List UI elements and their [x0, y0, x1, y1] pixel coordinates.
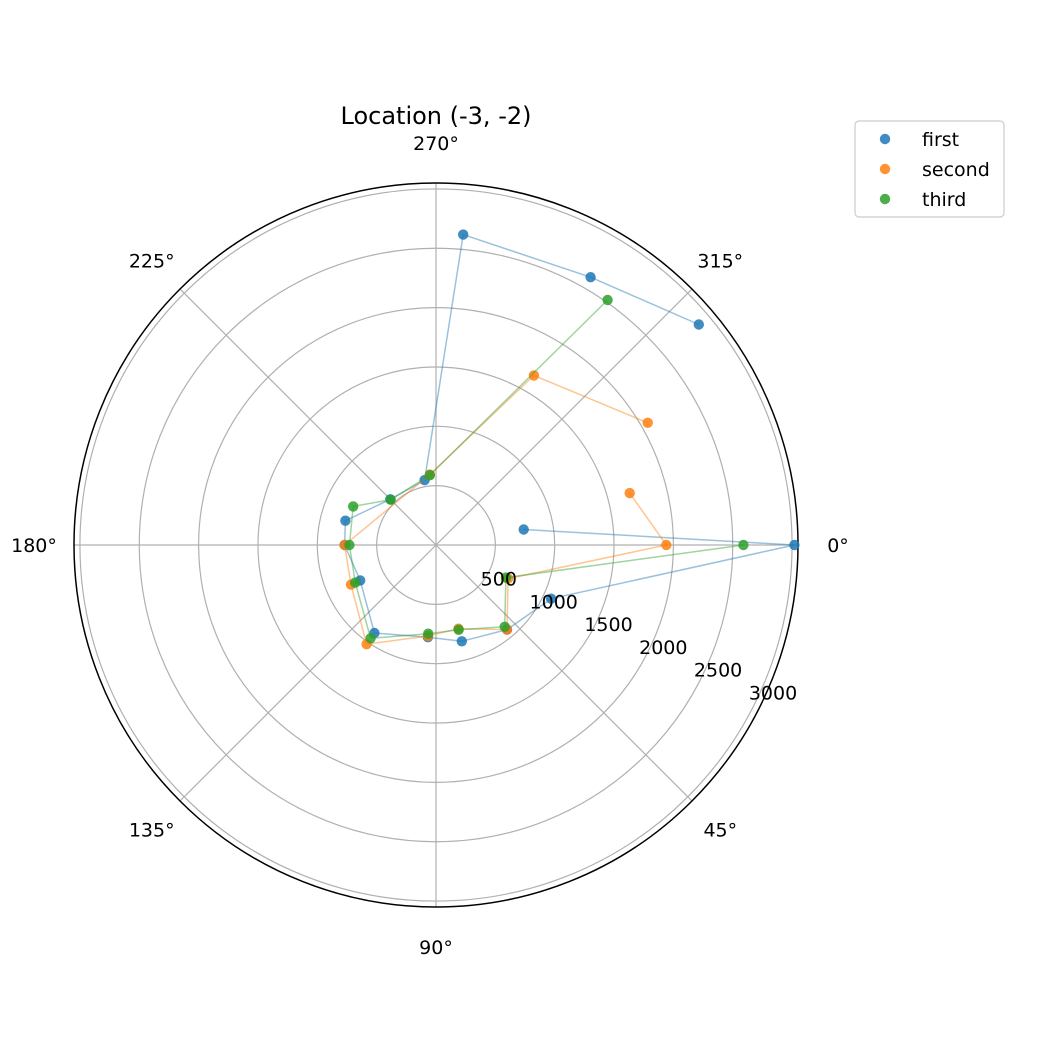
data-point-third [453, 624, 464, 635]
theta-tick-label: 135° [129, 819, 175, 841]
data-point-third [499, 621, 510, 632]
data-point-third [423, 628, 434, 639]
data-point-third [500, 572, 512, 583]
data-point-first [458, 229, 469, 240]
series-line-second [343, 374, 668, 646]
legend-box [854, 120, 1005, 218]
data-point-first [340, 515, 351, 526]
data-point-third [350, 577, 361, 588]
legend: first second third [854, 120, 1005, 218]
r-tick-label: 1500 [584, 614, 632, 636]
data-point-third [385, 494, 396, 505]
data-point-third [344, 539, 355, 551]
r-tick-label: 2500 [694, 660, 742, 682]
series-line-first [343, 233, 795, 643]
legend-marker-first [879, 133, 891, 145]
theta-tick-label: 225° [129, 251, 175, 273]
r-tick-label: 2000 [639, 637, 687, 659]
data-layer [339, 229, 800, 650]
data-point-second [642, 417, 653, 428]
r-tick-label: 500 [481, 569, 517, 591]
theta-tick-label: 270° [413, 133, 459, 155]
theta-grid-line [435, 544, 693, 802]
tick-labels: 0° 45° 90° 135° 180° 225° 270° 315° 500 1000 1500 2… [11, 133, 849, 959]
theta-grid-line [179, 544, 437, 802]
legend-marker-third [879, 193, 891, 205]
data-point-first [693, 319, 704, 330]
r-tick-label: 3000 [749, 682, 797, 704]
data-point-third [738, 539, 749, 551]
polar-grid [73, 182, 799, 908]
data-point-second [661, 539, 672, 551]
theta-tick-label: 45° [703, 819, 737, 841]
data-point-third [424, 470, 436, 481]
data-point-third [602, 294, 613, 306]
series-third [344, 294, 749, 644]
theta-grid-line [179, 288, 437, 546]
r-tick-label: 1000 [530, 591, 578, 613]
theta-grid-line [435, 288, 693, 546]
legend-label-third: third [922, 189, 966, 211]
legend-label-first: first [922, 129, 959, 151]
data-point-first [456, 636, 467, 647]
data-point-first [585, 272, 596, 283]
theta-tick-label: 90° [419, 937, 453, 959]
data-point-first [789, 539, 800, 551]
legend-label-second: second [922, 159, 990, 181]
data-point-third [348, 501, 359, 512]
data-point-third [365, 633, 376, 644]
data-point-first [518, 524, 529, 535]
theta-tick-label: 0° [827, 535, 849, 557]
chart-title: Location (-3, -2) [341, 102, 532, 130]
data-point-second [624, 487, 635, 499]
legend-marker-second [879, 163, 891, 175]
theta-tick-label: 315° [697, 251, 743, 273]
series-line-third [348, 299, 744, 640]
theta-tick-label: 180° [11, 535, 57, 557]
data-point-first [545, 593, 557, 604]
data-point-second [528, 370, 540, 381]
